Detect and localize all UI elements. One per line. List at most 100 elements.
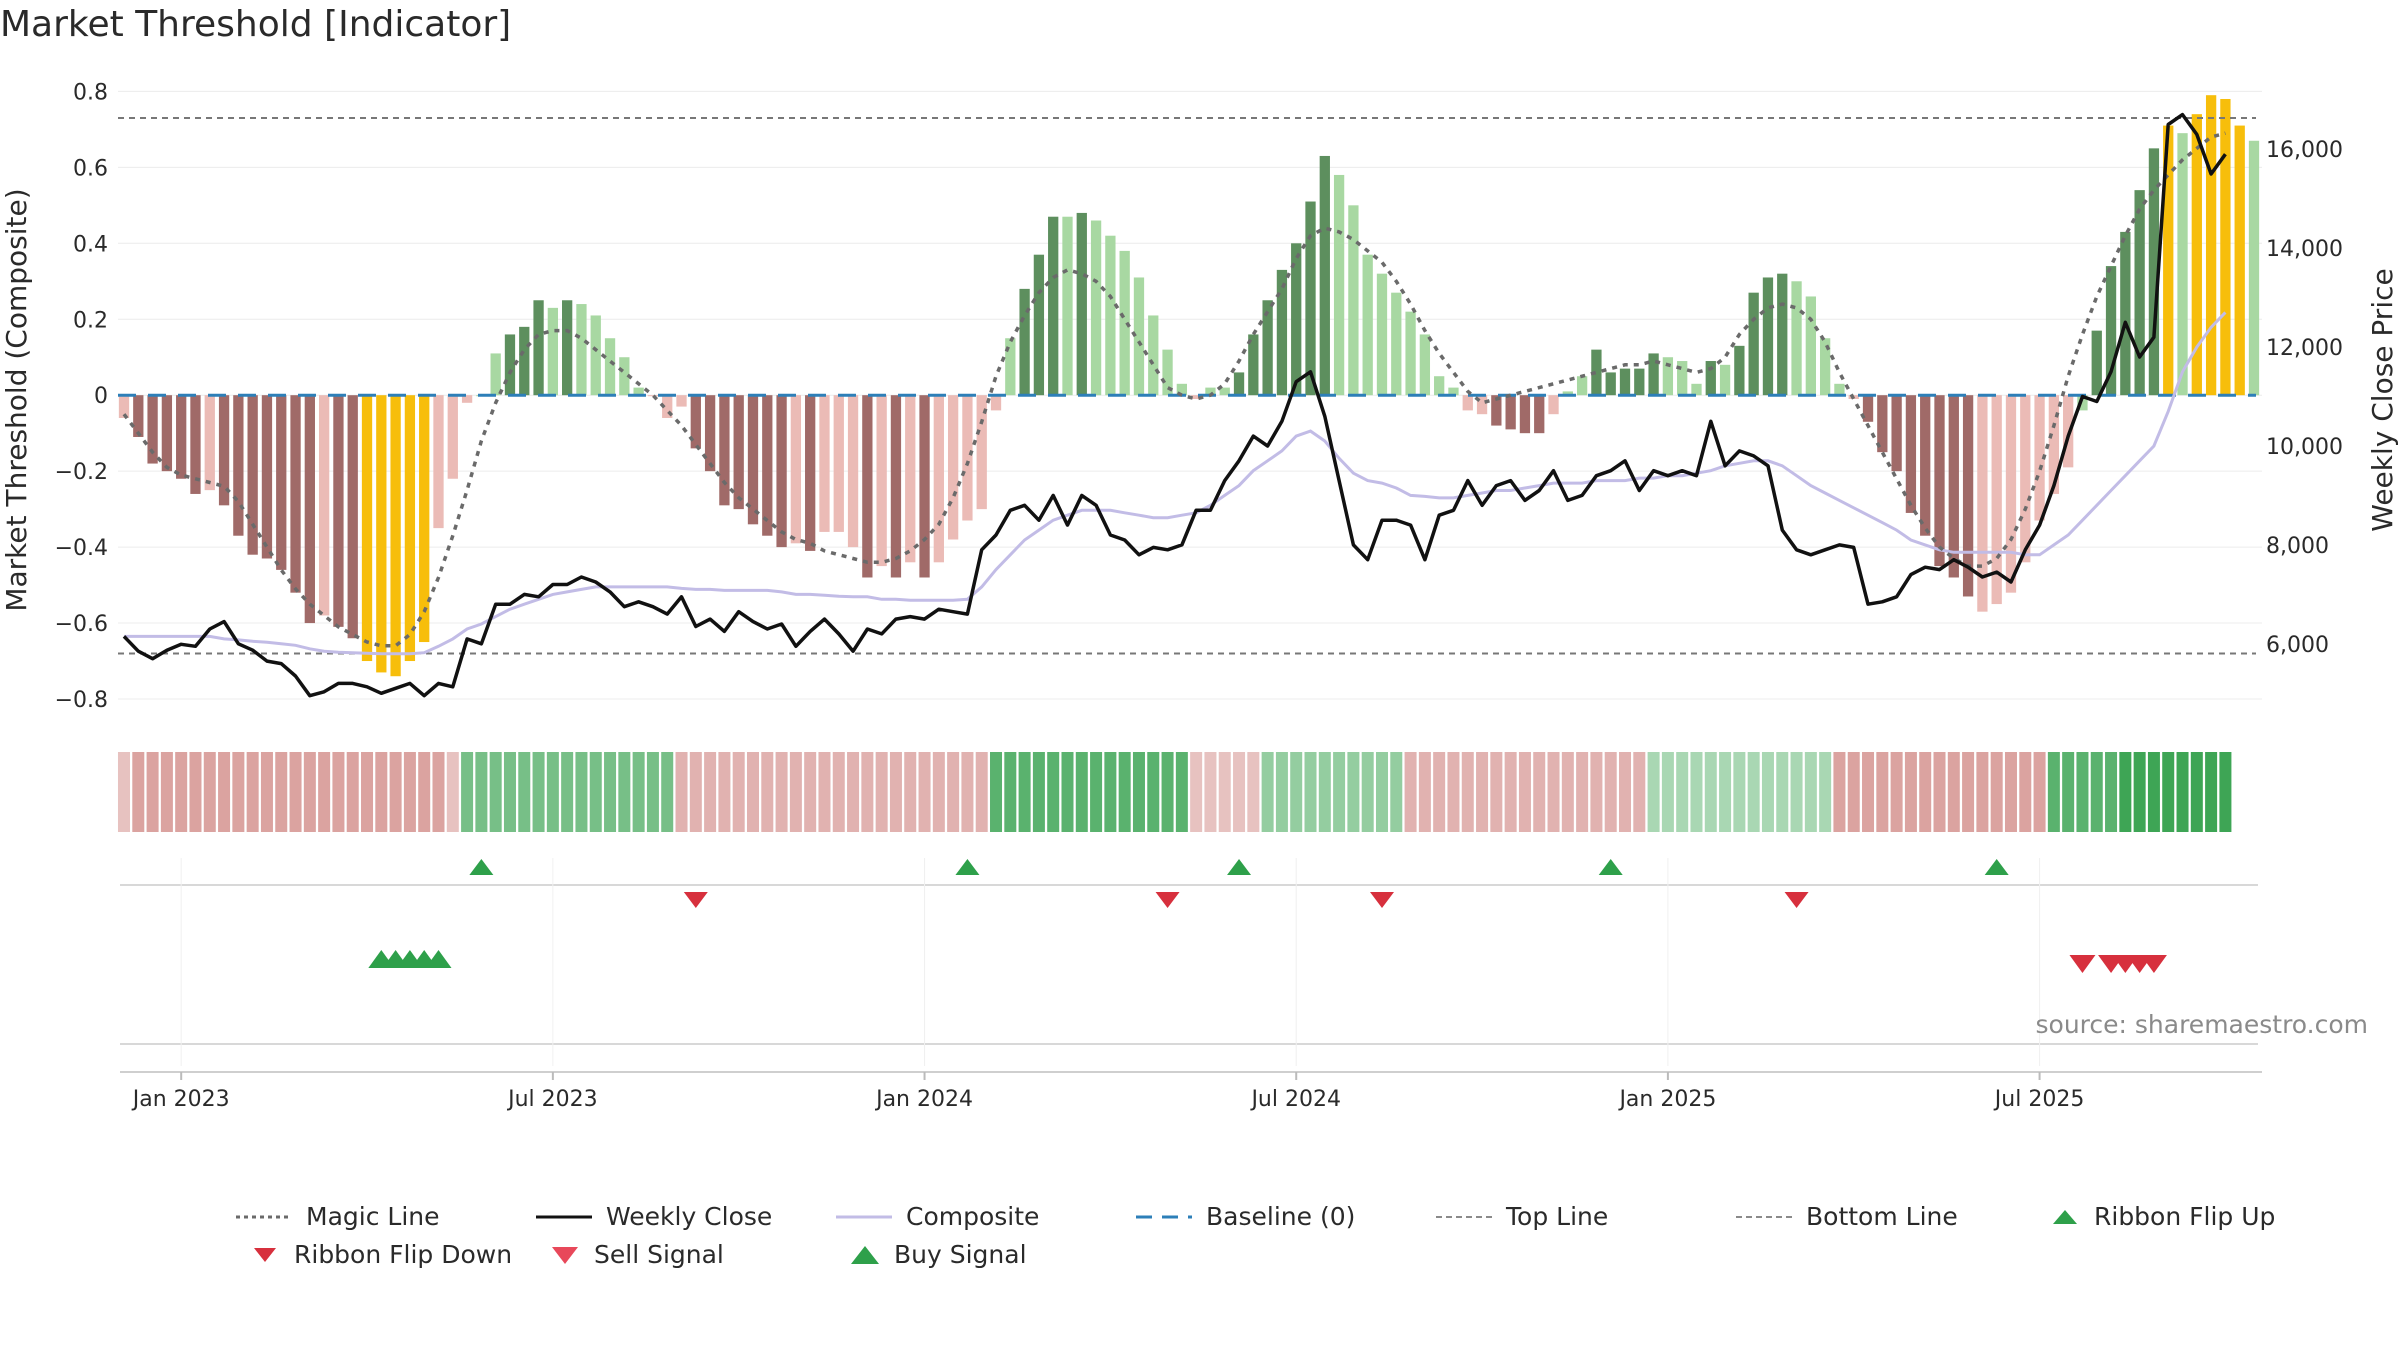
threshold-bar (2091, 330, 2102, 396)
legend-label: Ribbon Flip Down (294, 1240, 513, 1269)
composite-line (124, 311, 2227, 656)
legend: Magic Line Weekly Close Composite Baseli… (0, 1190, 2400, 1270)
ribbon-cell (389, 752, 402, 832)
threshold-bar (1019, 288, 1030, 396)
triangle-down-icon (552, 1246, 578, 1264)
ribbon-cell (1404, 752, 1417, 832)
ribbon-cell (2019, 752, 2032, 832)
ribbon-cell (975, 752, 988, 832)
ribbon-cell (2133, 752, 2146, 832)
y-tick-left: 0.2 (73, 308, 108, 333)
threshold-bar (233, 395, 244, 536)
threshold-bar (1176, 383, 1187, 396)
ribbon-cell (2090, 752, 2103, 832)
threshold-bar (747, 395, 759, 525)
threshold-bar (1391, 292, 1402, 396)
threshold-bar (2105, 266, 2117, 396)
threshold-bar (118, 395, 130, 418)
legend-composite: Composite (836, 1202, 1039, 1231)
threshold-bar (504, 334, 516, 396)
ribbon-cell (1704, 752, 1717, 832)
threshold-bar (1476, 395, 1488, 415)
threshold-bar (2148, 148, 2160, 396)
ribbon-cell (518, 752, 531, 832)
threshold-bar (461, 395, 473, 403)
ribbon-cell (732, 752, 745, 832)
threshold-bar (1691, 383, 1702, 396)
threshold-bar (947, 395, 959, 540)
ribbon-cell (346, 752, 359, 832)
threshold-bar (733, 395, 744, 510)
source-credit: source: sharemaestro.com (2035, 1010, 2369, 1039)
threshold-bar (2034, 395, 2045, 521)
threshold-bar (2005, 395, 2017, 593)
ribbon-cell (1676, 752, 1689, 832)
threshold-bar (833, 395, 844, 532)
y-tick-right: 16,000 (2266, 138, 2343, 163)
ribbon-cell (1247, 752, 1260, 832)
legend-sell-signal: Sell Signal (550, 1240, 724, 1269)
ribbon-cell (160, 752, 173, 832)
threshold-bar (662, 395, 673, 418)
ribbon-cell (990, 752, 1003, 832)
ribbon-cell (1719, 752, 1732, 832)
ribbon-cell (2162, 752, 2175, 832)
solid-line-icon (536, 1215, 592, 1218)
legend-label: Buy Signal (894, 1240, 1027, 1269)
ribbon-cell (718, 752, 731, 832)
threshold-bar (1648, 353, 1659, 396)
ribbon-cell (1633, 752, 1646, 832)
ribbon-cell (2190, 752, 2203, 832)
ribbon-cell (461, 752, 474, 832)
x-tick-label: Jul 2023 (506, 1087, 598, 1112)
threshold-bar (590, 315, 601, 396)
signal-panels (120, 858, 2262, 1080)
threshold-bar (1719, 364, 1731, 396)
ribbon-cell (918, 752, 931, 832)
ribbon-strip (117, 752, 2232, 832)
threshold-bar (562, 300, 573, 396)
threshold-bar (876, 395, 887, 567)
y-tick-right: 6,000 (2266, 633, 2329, 658)
threshold-bar (1634, 368, 1645, 396)
ribbon-cell (818, 752, 831, 832)
ribbon-cell (1476, 752, 1489, 832)
threshold-bar (2248, 140, 2260, 396)
legend-magic-line: Magic Line (236, 1202, 440, 1231)
ribbon-cell (1776, 752, 1789, 832)
ribbon-cell (275, 752, 288, 832)
ribbon-cell (1733, 752, 1746, 832)
threshold-bar (1348, 205, 1359, 396)
threshold-bar (819, 395, 830, 532)
threshold-bar (1162, 349, 1173, 396)
legend-ribbon-flip-up: Ribbon Flip Up (2050, 1202, 2275, 1231)
ribbon-cell (432, 752, 445, 832)
legend-label: Bottom Line (1806, 1202, 1958, 1231)
ribbon-cell (1561, 752, 1574, 832)
ribbon-cell (575, 752, 588, 832)
threshold-bar (1462, 395, 1473, 411)
ribbon-cell (847, 752, 860, 832)
threshold-bar (805, 395, 816, 551)
ribbon-cell (1318, 752, 1331, 832)
threshold-bar (1734, 345, 1745, 396)
y-axis-label-left: Market Threshold (Composite) (0, 188, 33, 611)
ribbon-cell (375, 752, 388, 832)
y-tick-right: 14,000 (2266, 237, 2343, 262)
ribbon-cell (1218, 752, 1231, 832)
ribbon-cell (746, 752, 759, 832)
sell-signal-marker (1784, 892, 1809, 908)
threshold-bar (1576, 376, 1588, 396)
ribbon-cell (2047, 752, 2060, 832)
threshold-bar (1076, 212, 1087, 396)
threshold-bar (147, 395, 158, 464)
threshold-bar (2048, 395, 2060, 494)
ribbon-cell (1604, 752, 1617, 832)
ribbon-cell (1833, 752, 1846, 832)
y-tick-left: 0.4 (73, 232, 108, 257)
ribbon-cell (804, 752, 817, 832)
threshold-bar (1791, 281, 1802, 396)
grid-lines (118, 90, 2262, 700)
legend-label: Weekly Close (606, 1202, 773, 1231)
ribbon-cell (1518, 752, 1531, 832)
